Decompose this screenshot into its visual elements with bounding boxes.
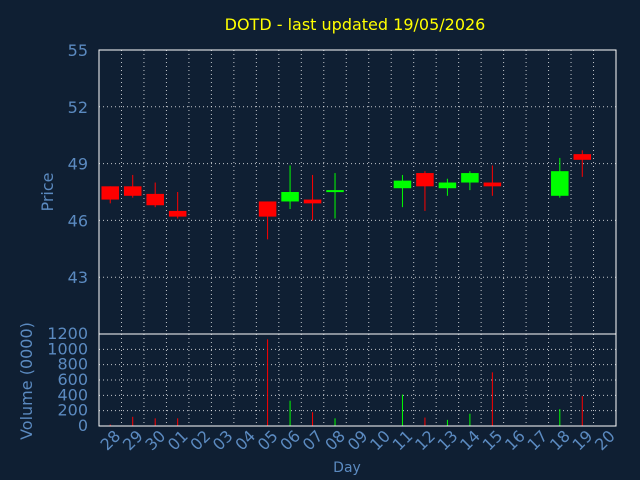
volume-tick-label: 1000 bbox=[47, 339, 88, 358]
volume-plot-frame bbox=[98, 333, 617, 427]
candle-body bbox=[551, 171, 569, 196]
price-tick-label: 43 bbox=[68, 268, 88, 287]
price-marks bbox=[101, 150, 592, 240]
candle-body bbox=[303, 199, 322, 204]
price-tick-label: 55 bbox=[68, 41, 88, 60]
candle-body bbox=[101, 186, 120, 200]
chart-title: DOTD - last updated 19/05/2026 bbox=[225, 15, 486, 34]
candle-body bbox=[258, 201, 277, 217]
volume-tick-label: 800 bbox=[57, 355, 88, 374]
candle-body bbox=[461, 173, 479, 183]
candle-body bbox=[123, 186, 142, 196]
candle-body bbox=[281, 192, 299, 202]
candle-body bbox=[416, 173, 434, 187]
candle-body bbox=[393, 180, 412, 189]
volume-tick-label: 600 bbox=[57, 370, 88, 389]
candle-body bbox=[326, 190, 344, 193]
volume-tick-label: 0 bbox=[78, 416, 88, 435]
candle-body bbox=[573, 154, 592, 160]
y-axis-label: Price bbox=[38, 172, 57, 211]
volume-tick-label: 400 bbox=[57, 385, 88, 404]
candle-body bbox=[483, 182, 502, 187]
price-tick-label: 46 bbox=[68, 211, 88, 230]
candle-body bbox=[168, 210, 187, 217]
price-tick-label: 49 bbox=[68, 155, 88, 174]
candle-body bbox=[438, 182, 457, 189]
gridlines bbox=[99, 49, 616, 426]
price-tick-label: 52 bbox=[68, 98, 88, 117]
volume-marks bbox=[109, 339, 583, 426]
volume-tick-label: 1200 bbox=[47, 324, 88, 343]
x-axis-label: Day bbox=[333, 460, 361, 476]
volume-tick-label: 200 bbox=[57, 401, 88, 420]
volume-axis-label: Volume (0000) bbox=[17, 322, 36, 440]
candle-body bbox=[146, 193, 164, 206]
